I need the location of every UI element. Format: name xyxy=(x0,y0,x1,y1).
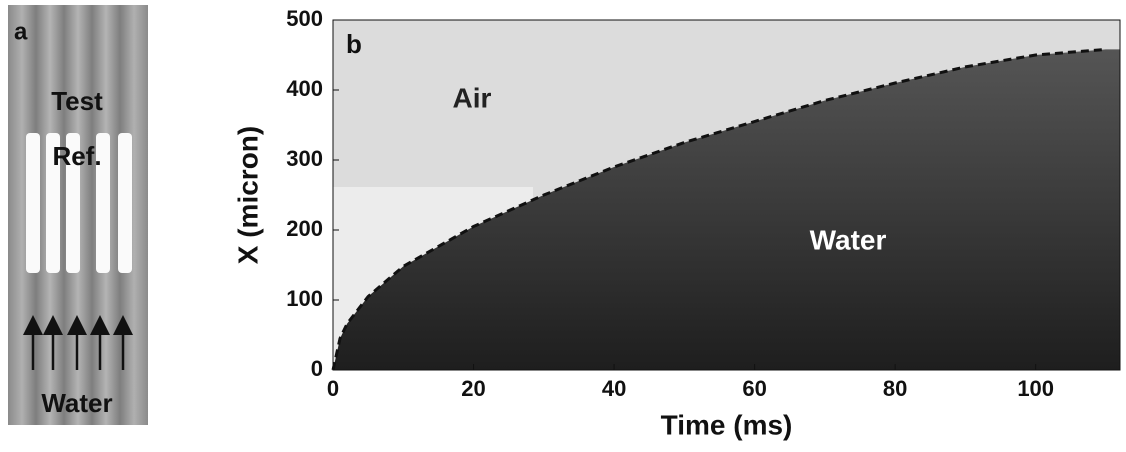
water-region xyxy=(333,49,1120,371)
plot-frame xyxy=(332,19,1121,371)
y-tick-label: 100 xyxy=(286,286,323,311)
annotation-water: Water xyxy=(810,224,887,255)
liquid-bars xyxy=(26,133,132,273)
y-tick-label: 500 xyxy=(286,6,323,31)
y-tick-label: 300 xyxy=(286,146,323,171)
y-tick-label: 200 xyxy=(286,216,323,241)
flow-arrows xyxy=(23,315,133,370)
x-axis-label: Time (ms) xyxy=(661,409,793,440)
y-tick-label: 400 xyxy=(286,76,323,101)
y-axis-label: X (micron) xyxy=(232,126,263,264)
panel-label: b xyxy=(346,29,362,59)
label-ref: Ref. xyxy=(52,141,101,171)
panel-label: a xyxy=(14,18,28,45)
x-tick-label: 60 xyxy=(742,376,766,401)
x-tick-label: 100 xyxy=(1017,376,1054,401)
y-tick-label: 0 xyxy=(311,356,323,381)
x-tick-label: 80 xyxy=(883,376,907,401)
label-water: Water xyxy=(41,388,112,418)
x-tick-label: 40 xyxy=(602,376,626,401)
annotation-air: Air xyxy=(453,82,492,113)
panel-a: a Test Ref. Water xyxy=(8,5,148,425)
fit-curve xyxy=(331,47,1107,371)
label-test: Test xyxy=(51,86,103,116)
x-tick-label: 0 xyxy=(327,376,339,401)
x-tick-label: 20 xyxy=(461,376,485,401)
